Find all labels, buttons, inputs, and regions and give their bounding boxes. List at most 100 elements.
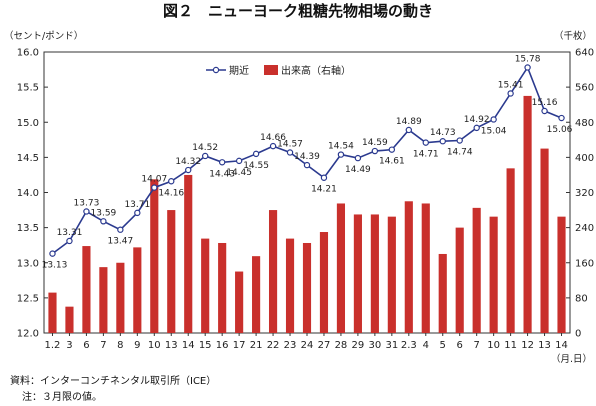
volume-bar xyxy=(252,256,261,333)
x-tick-label: 31 xyxy=(385,340,398,351)
x-tick-label: 10 xyxy=(487,340,500,351)
price-data-label: 14.16 xyxy=(158,188,184,198)
volume-bar xyxy=(438,253,447,333)
volume-bar xyxy=(201,238,210,333)
volume-bar xyxy=(472,207,481,333)
price-point xyxy=(168,178,175,185)
x-tick-label: 27 xyxy=(318,340,331,351)
volume-bar xyxy=(150,179,159,333)
volume-bar xyxy=(540,148,549,333)
x-tick-label: 7 xyxy=(473,340,479,351)
plot-area: 12.0 12.5 13.0 13.5 14.0 14.5 15.0 15.5 16.0 0 80 1… xyxy=(17,48,594,352)
x-axis-unit: （月.日） xyxy=(551,353,592,365)
volume-bar xyxy=(116,262,125,333)
price-data-label: 14.55 xyxy=(243,161,269,171)
volume-bar xyxy=(285,238,295,333)
price-data-label: 14.32 xyxy=(175,157,201,167)
x-tick-label: 1.2 xyxy=(45,340,61,351)
price-point xyxy=(524,64,531,71)
price-data-label: 14.52 xyxy=(192,143,218,153)
price-point xyxy=(151,184,158,191)
left-tick-label: 15.0 xyxy=(17,118,39,129)
price-data-label: 14.89 xyxy=(396,117,422,127)
volume-bar xyxy=(65,306,74,333)
volume-bar xyxy=(268,210,278,333)
x-tick-label: 14 xyxy=(555,340,568,351)
volume-bar xyxy=(489,216,498,333)
price-point xyxy=(473,124,480,132)
left-tick-label: 16.0 xyxy=(17,48,39,59)
x-tick-label: 14 xyxy=(182,340,195,351)
price-data-label: 15.04 xyxy=(481,126,507,136)
volume-bar xyxy=(353,214,362,333)
price-point xyxy=(541,107,548,115)
left-tick-label: 15.5 xyxy=(17,83,39,94)
volume-bar xyxy=(184,174,193,333)
legend-bar-label: 出来高（右軸） xyxy=(281,64,351,77)
price-data-label: 14.07 xyxy=(141,175,167,185)
price-point xyxy=(49,250,56,257)
price-point xyxy=(388,146,396,153)
volume-bar xyxy=(48,292,57,333)
price-point xyxy=(354,154,362,162)
price-point xyxy=(286,149,294,156)
right-tick-label: 400 xyxy=(575,153,594,164)
volume-bar xyxy=(133,247,142,333)
x-tick-label: 10 xyxy=(148,340,161,351)
price-data-label: 14.54 xyxy=(328,142,354,152)
x-tick-label: 22 xyxy=(267,340,280,351)
volume-bar xyxy=(404,201,413,333)
left-tick-label: 13.5 xyxy=(17,223,39,234)
legend-line-marker xyxy=(212,66,220,74)
volume-bar xyxy=(235,271,244,333)
x-tick-label: 30 xyxy=(369,340,382,351)
volume-bar xyxy=(82,246,91,333)
left-tick-label: 12.0 xyxy=(17,329,39,340)
volume-bar xyxy=(218,242,227,333)
price-point xyxy=(100,218,107,225)
legend-bar-swatch xyxy=(264,65,278,75)
price-point xyxy=(405,126,413,134)
volume-bar xyxy=(557,216,566,333)
price-point xyxy=(507,90,514,97)
x-tick-label: 21 xyxy=(250,340,263,351)
price-point xyxy=(201,152,209,160)
legend: 期近 出来高（右軸） xyxy=(206,64,351,77)
volume-bar xyxy=(523,95,532,333)
right-tick-label: 560 xyxy=(575,83,594,94)
price-data-label: 14.74 xyxy=(447,148,473,158)
price-data-label: 13.71 xyxy=(124,200,150,210)
x-tick-label: 24 xyxy=(301,340,314,351)
left-tick-label: 14.5 xyxy=(17,153,39,164)
price-data-label: 15.06 xyxy=(547,125,573,135)
price-point xyxy=(235,157,243,165)
price-data-label: 14.73 xyxy=(430,128,456,138)
price-data-label: 14.92 xyxy=(464,115,490,125)
price-point xyxy=(439,138,446,145)
x-tick-label: 4 xyxy=(423,340,429,351)
volume-bar xyxy=(421,203,430,333)
right-tick-label: 320 xyxy=(575,188,594,199)
right-axis-unit: （千枚） xyxy=(554,30,592,42)
x-tick-label: 2.3 xyxy=(401,340,417,351)
x-tick-label: 9 xyxy=(134,340,140,351)
chart-title: 図２ ニューヨーク粗糖先物相場の動き xyxy=(163,2,433,20)
price-data-label: 14.43 xyxy=(209,169,235,179)
price-data-label: 13.47 xyxy=(107,237,133,247)
price-data-label: 14.57 xyxy=(277,139,303,149)
x-tick-label: 23 xyxy=(284,340,297,351)
volume-bar xyxy=(99,267,108,333)
left-tick-label: 13.0 xyxy=(17,258,39,269)
price-point xyxy=(558,114,565,122)
right-tick-label: 480 xyxy=(575,118,594,129)
x-tick-label: 29 xyxy=(352,340,365,351)
x-tick-label: 17 xyxy=(233,340,246,351)
right-tick-label: 160 xyxy=(575,258,594,269)
volume-bar xyxy=(455,227,464,333)
volume-bar xyxy=(387,216,396,333)
x-tick-label: 6 xyxy=(457,340,463,351)
price-data-label: 14.21 xyxy=(311,185,337,195)
price-data-label: 14.45 xyxy=(226,168,252,178)
x-tick-label: 7 xyxy=(100,340,106,351)
